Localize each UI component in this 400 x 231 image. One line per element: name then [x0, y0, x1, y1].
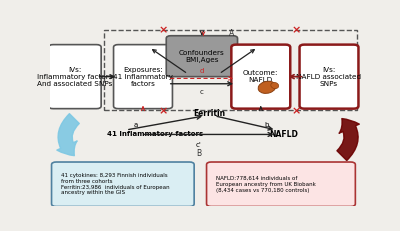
Text: ×: × — [158, 25, 168, 35]
Text: a: a — [133, 122, 137, 128]
FancyBboxPatch shape — [206, 162, 355, 207]
Text: 41 Inflammatory factors: 41 Inflammatory factors — [107, 131, 204, 137]
FancyBboxPatch shape — [231, 45, 290, 109]
Text: B: B — [196, 149, 201, 158]
Text: Ferritin: Ferritin — [194, 109, 226, 118]
Text: c: c — [200, 89, 204, 95]
Text: NAFLD:778,614 individuals of
European ancestry from UK Biobank
(8,434 cases vs 7: NAFLD:778,614 individuals of European an… — [216, 176, 316, 193]
Text: A: A — [229, 30, 234, 39]
FancyBboxPatch shape — [52, 162, 194, 207]
Text: Exposures:
41 Inflammatory
factors: Exposures: 41 Inflammatory factors — [113, 67, 173, 87]
Ellipse shape — [258, 81, 276, 93]
Text: ×: × — [292, 25, 301, 35]
FancyBboxPatch shape — [48, 45, 101, 109]
Text: b: b — [265, 122, 269, 128]
FancyBboxPatch shape — [166, 36, 238, 77]
Text: c': c' — [196, 142, 202, 148]
Text: 41 cytokines: 8,293 Finnish individuals
from three cohorts
Ferritin:23,986  indi: 41 cytokines: 8,293 Finnish individuals … — [61, 173, 170, 195]
FancyArrowPatch shape — [57, 114, 79, 156]
Text: ×: × — [158, 106, 168, 116]
Text: IVs:
NAFLD associated
SNPs: IVs: NAFLD associated SNPs — [296, 67, 362, 87]
Text: IVs:
Inflammatory factors
And associated SNPs: IVs: Inflammatory factors And associated… — [37, 67, 112, 87]
Text: NAFLD: NAFLD — [270, 130, 298, 139]
FancyBboxPatch shape — [300, 45, 358, 109]
Text: Confounders
BMI,Ages: Confounders BMI,Ages — [179, 50, 225, 63]
FancyArrowPatch shape — [337, 119, 359, 161]
Text: d: d — [200, 68, 204, 74]
FancyBboxPatch shape — [114, 45, 172, 109]
Text: ×: × — [292, 106, 301, 116]
Ellipse shape — [271, 82, 279, 89]
Text: Outcome:
NAFLD: Outcome: NAFLD — [243, 70, 278, 83]
